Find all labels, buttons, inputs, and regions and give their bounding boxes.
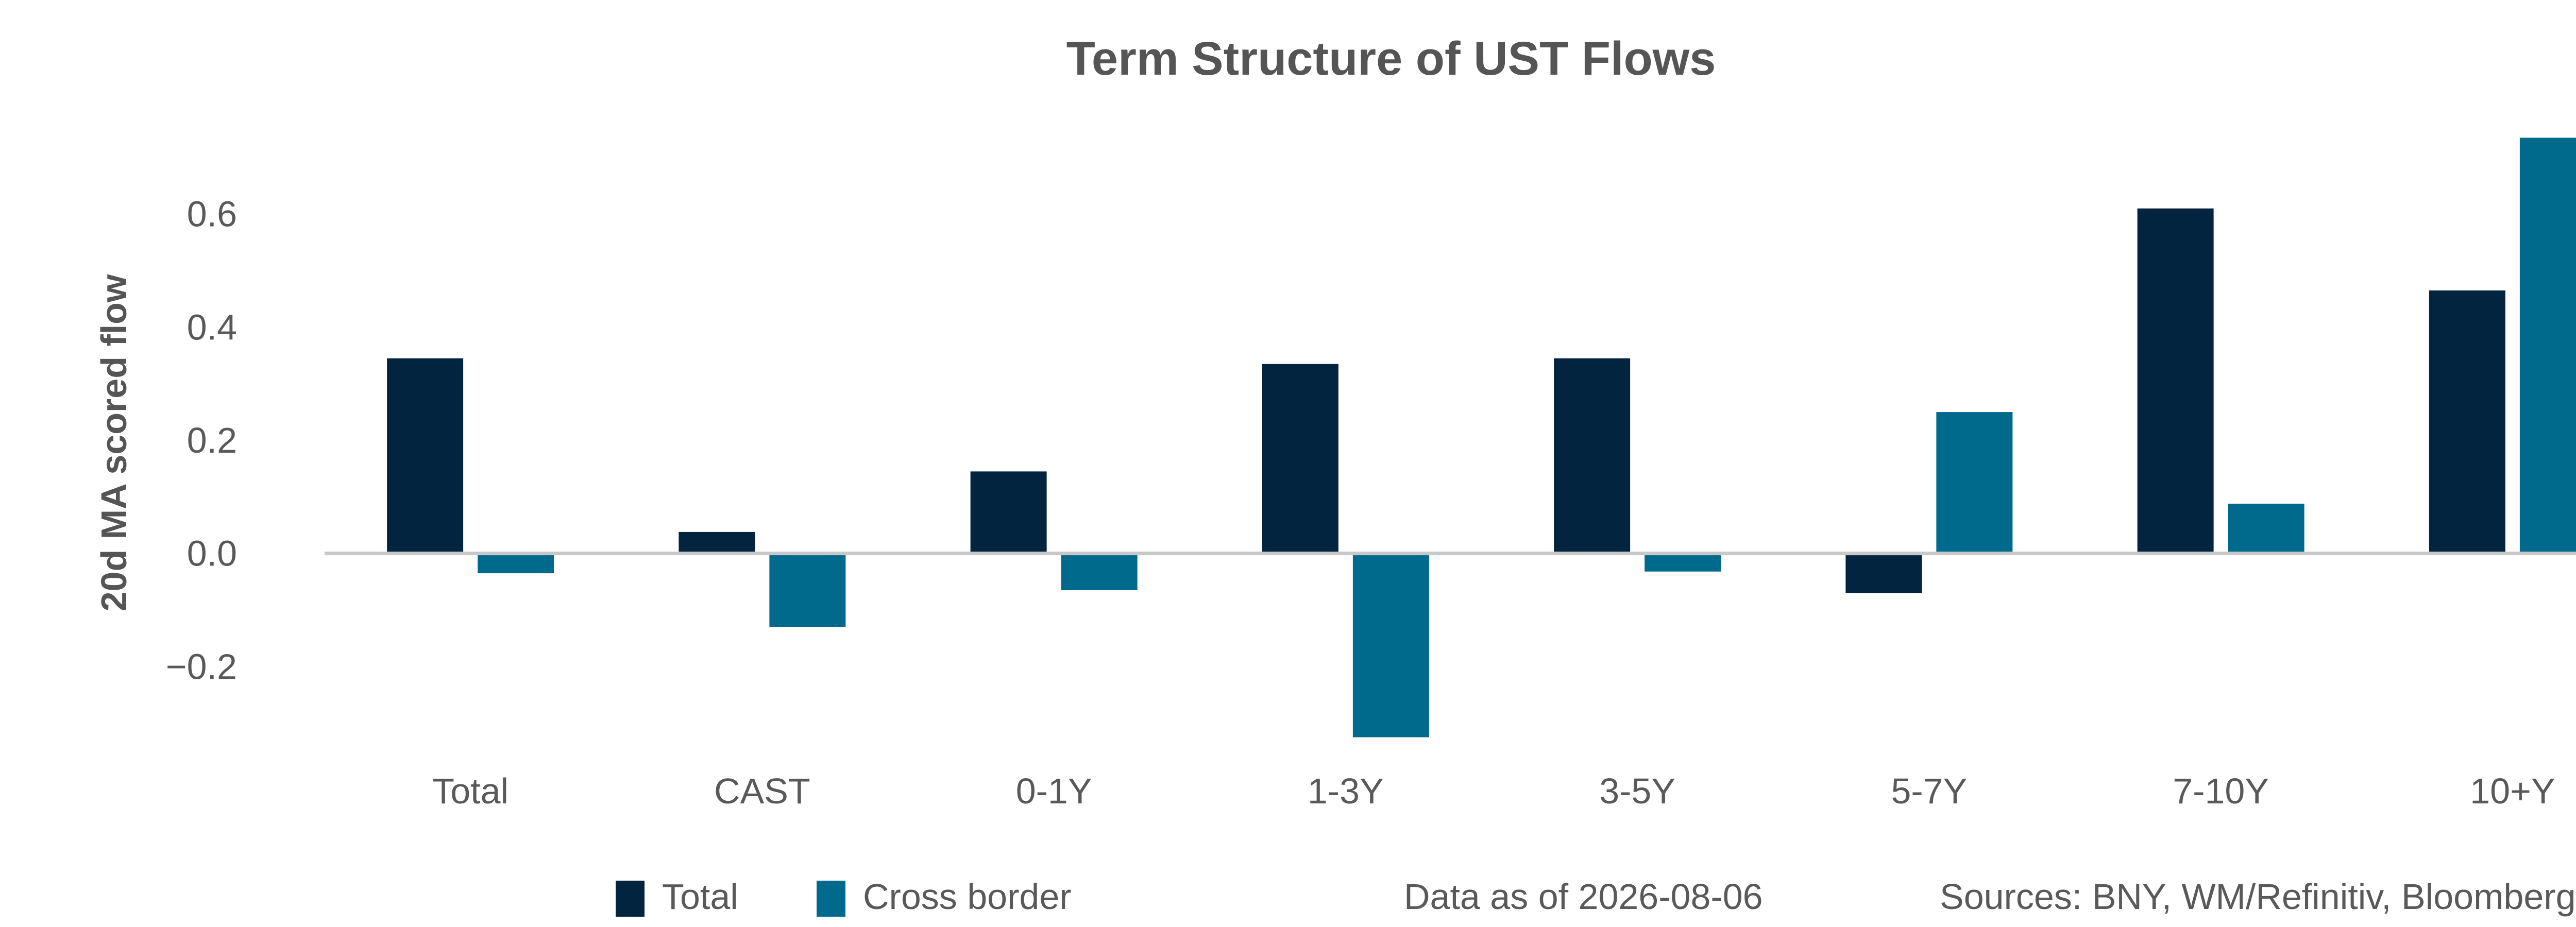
y-axis-ticks: −0.2 0.0 0.2 0.4 0.6 bbox=[166, 194, 237, 687]
bar-total-cast bbox=[679, 531, 755, 554]
bar-cross-border-cast bbox=[769, 553, 846, 627]
sources-note: Sources: BNY, WM/Refinitiv, Bloomberg bbox=[1940, 877, 2576, 917]
x-tick-label: 10+Y bbox=[2470, 771, 2555, 811]
y-tick-label: −0.2 bbox=[166, 646, 237, 686]
bar-cross-border-1-3y bbox=[1352, 553, 1429, 737]
bar-total-3-5y bbox=[1554, 358, 1631, 554]
y-tick-label: 0.6 bbox=[187, 194, 237, 234]
data-as-of-note: Data as of 2026-08-06 bbox=[1404, 877, 1763, 917]
bar-total-10-y bbox=[2429, 290, 2505, 554]
y-tick-label: 0.2 bbox=[187, 420, 237, 460]
bar-total-total bbox=[387, 358, 464, 554]
x-tick-label: 0-1Y bbox=[1016, 771, 1092, 811]
bar-total-0-1y bbox=[970, 471, 1047, 554]
bar-cross-border-0-1y bbox=[1061, 553, 1138, 591]
x-tick-label: 1-3Y bbox=[1308, 771, 1384, 811]
bars bbox=[387, 138, 2576, 737]
bar-cross-border-7-10y bbox=[2228, 504, 2304, 554]
legend-label-cross-border: Cross border bbox=[863, 877, 1072, 917]
y-tick-label: 0.0 bbox=[187, 534, 237, 574]
legend: Total Cross border bbox=[616, 877, 1072, 917]
bar-total-1-3y bbox=[1262, 364, 1338, 554]
bar-cross-border-5-7y bbox=[1936, 412, 2013, 554]
bar-cross-border-10-y bbox=[2519, 138, 2576, 554]
legend-swatch-total bbox=[616, 881, 645, 917]
x-tick-label: 3-5Y bbox=[1599, 771, 1675, 811]
legend-label-total: Total bbox=[662, 877, 738, 917]
bar-total-7-10y bbox=[2137, 208, 2214, 554]
bar-cross-border-total bbox=[478, 553, 554, 574]
y-axis-label: 20d MA scored flow bbox=[94, 274, 134, 611]
bar-cross-border-3-5y bbox=[1645, 553, 1721, 572]
x-axis-ticks: Total CAST 0-1Y 1-3Y 3-5Y 5-7Y 7-10Y 10+Y bbox=[432, 771, 2555, 811]
y-tick-label: 0.4 bbox=[187, 307, 237, 347]
bar-total-5-7y bbox=[1845, 553, 1922, 593]
x-tick-label: Total bbox=[432, 771, 509, 811]
chart-title: Term Structure of UST Flows bbox=[1066, 32, 1716, 85]
legend-swatch-cross-border bbox=[817, 881, 845, 917]
x-tick-label: 7-10Y bbox=[2173, 771, 2269, 811]
x-tick-label: CAST bbox=[714, 771, 810, 811]
x-tick-label: 5-7Y bbox=[1891, 771, 1967, 811]
